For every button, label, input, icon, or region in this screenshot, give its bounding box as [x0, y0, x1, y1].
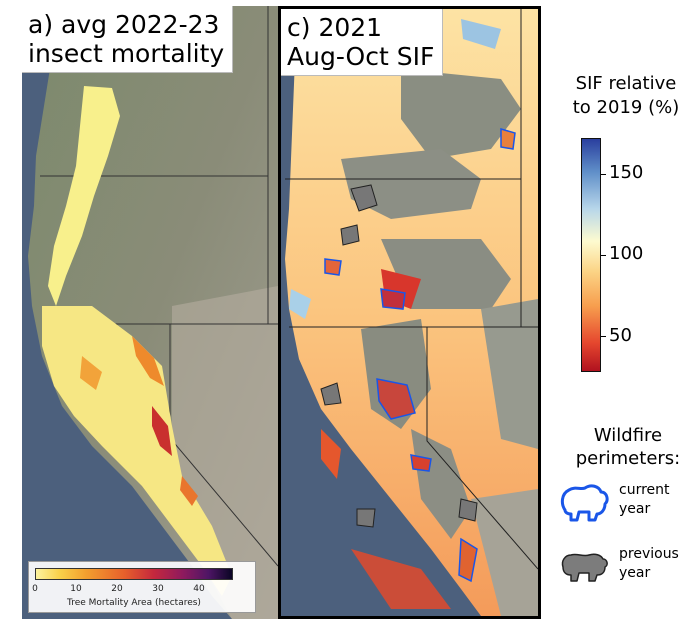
- wildfire-previous-label: previous year: [619, 546, 679, 581]
- fire-current-year: [410, 454, 432, 472]
- wildfire-legend-title: Wildfire perimeters:: [575, 425, 681, 469]
- fire-current-year: [458, 537, 478, 583]
- mortality-region-oregon: [48, 86, 120, 306]
- sif-tickmark-150: [601, 174, 606, 175]
- sif-tick-150: 150: [609, 162, 644, 183]
- sif-colorbar: [581, 138, 601, 372]
- fire-previous-year: [356, 508, 376, 528]
- low-sif-area: [351, 549, 451, 609]
- mortality-colorbar-label: Tree Mortality Area (hectares): [67, 598, 201, 608]
- fire-current-year: [500, 128, 516, 150]
- fire-previous-year: [458, 498, 478, 522]
- bear-outline-blue-icon: [560, 484, 609, 522]
- mortality-hotspot: [132, 336, 164, 386]
- map-a: [22, 6, 278, 619]
- sif-tick-50: 50: [609, 325, 632, 346]
- mortality-tick-10: 10: [70, 584, 82, 594]
- fire-previous-year: [340, 224, 360, 246]
- panel-a-insect-mortality-map: a) avg 2022-23 insect mortality 0 10 20 …: [22, 6, 278, 619]
- high-sif-area: [289, 289, 311, 319]
- no-data-area: [471, 489, 538, 616]
- panel-c-title: c) 2021 Aug-Oct SIF: [281, 9, 444, 76]
- wildfire-current-label: current year: [619, 482, 670, 517]
- sif-tickmark-50: [601, 336, 606, 337]
- mortality-hotspot: [80, 356, 102, 390]
- sif-tickmark-100: [601, 255, 606, 256]
- mortality-tick-40: 40: [193, 584, 205, 594]
- mortality-tick-20: 20: [111, 584, 123, 594]
- fire-current-year: [376, 378, 416, 420]
- no-data-area: [401, 69, 521, 159]
- state-border: [426, 327, 538, 570]
- fire-previous-year: [350, 184, 378, 212]
- fire-previous-year: [320, 382, 342, 406]
- mortality-tick-30: 30: [152, 584, 164, 594]
- panel-c-sif-map: c) 2021 Aug-Oct SIF: [278, 6, 541, 619]
- mortality-hotspot: [152, 406, 172, 456]
- map-c: [281, 9, 538, 616]
- high-sif-area: [461, 19, 501, 49]
- mortality-colorbar-strip: [35, 568, 233, 580]
- mortality-hotspot: [180, 476, 198, 506]
- mortality-colorbar: 0 10 20 30 40 Tree Mortality Area (hecta…: [28, 561, 256, 613]
- sif-tick-100: 100: [609, 243, 644, 264]
- sif-legend-title: SIF relative to 2019 (%): [572, 73, 680, 118]
- no-data-area: [481, 299, 538, 449]
- panel-a-title: a) avg 2022-23 insect mortality: [22, 6, 234, 73]
- mortality-tick-0: 0: [32, 584, 38, 594]
- no-data-area: [411, 429, 471, 539]
- fire-current-year: [324, 258, 342, 276]
- fire-current-year: [380, 288, 406, 310]
- bear-filled-gray-icon: [561, 553, 608, 582]
- low-sif-area: [321, 429, 341, 479]
